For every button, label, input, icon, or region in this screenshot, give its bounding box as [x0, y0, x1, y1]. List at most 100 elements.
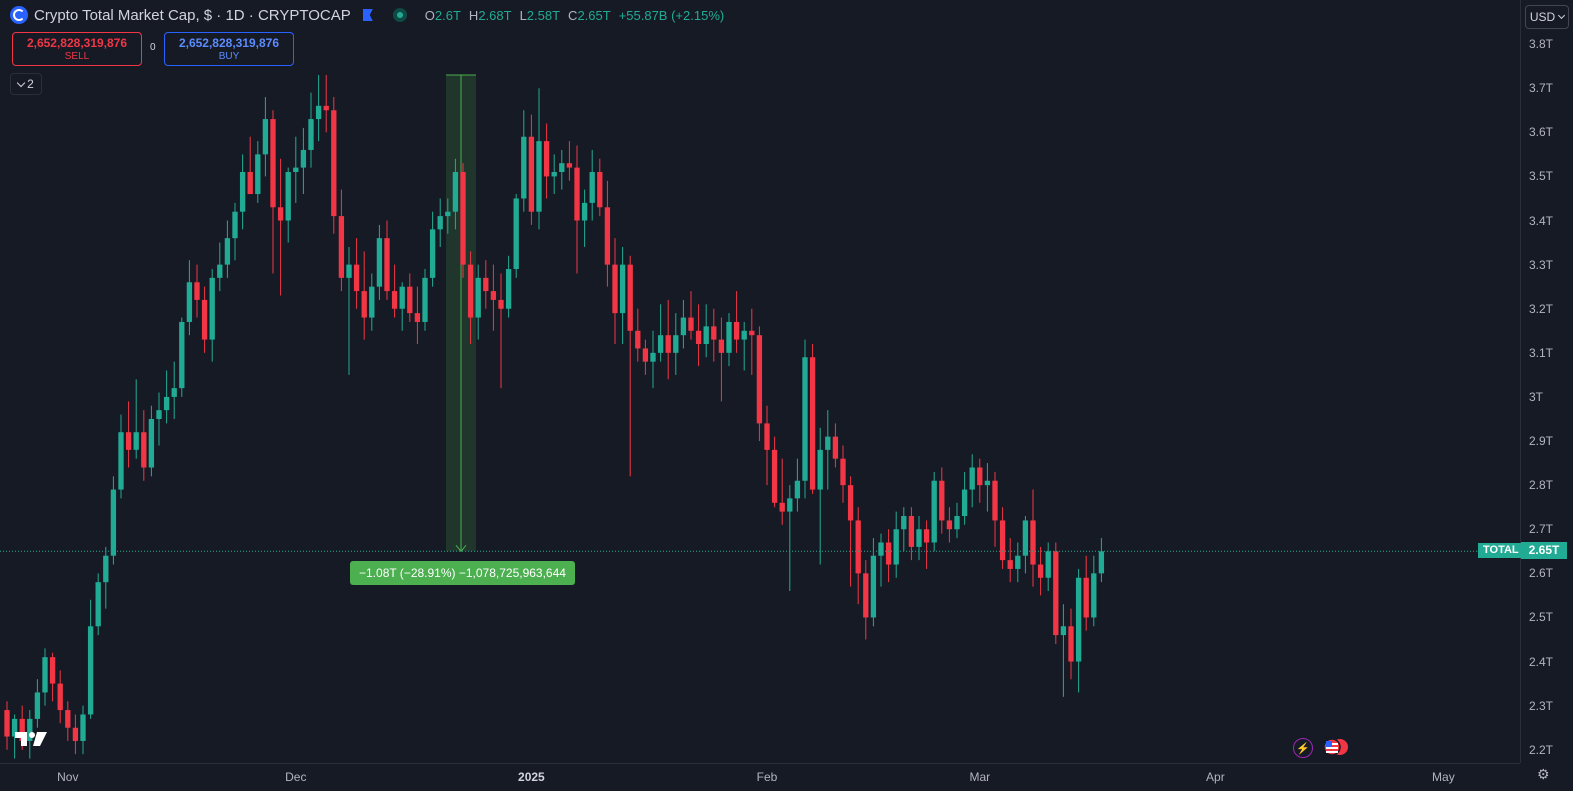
buy-button[interactable]: 2,652,828,319,876 BUY	[164, 32, 294, 66]
candle-body	[65, 710, 71, 728]
candle-body	[635, 330, 641, 349]
candle-body	[224, 238, 231, 265]
price-axis[interactable]: 3.8T 3.7T 3.6T 3.5T 3.4T 3.3T 3.2T 3.1T 3T 2.9T 2.…	[1520, 0, 1573, 763]
flag-icon[interactable]	[362, 9, 373, 21]
candle-body	[125, 432, 132, 450]
candle-body	[27, 718, 33, 741]
candle	[179, 317, 185, 397]
candle	[695, 304, 702, 367]
price-tick-label: 3.6T	[1529, 125, 1554, 140]
candle-body	[566, 163, 573, 168]
candle	[505, 255, 512, 318]
price-tick-label: 3.1T	[1529, 345, 1554, 360]
candle-body	[118, 432, 124, 490]
high-value: 2.68T	[478, 7, 512, 23]
candle	[581, 189, 588, 247]
candle-body	[878, 542, 884, 556]
crypto-icon	[10, 6, 28, 24]
candle-body	[255, 154, 261, 195]
candle	[521, 110, 527, 212]
candle	[961, 471, 968, 525]
market-status-icon[interactable]	[392, 8, 407, 22]
candle-body	[285, 172, 291, 221]
close-key: C	[568, 7, 578, 23]
candle	[1060, 604, 1067, 697]
candle	[1030, 489, 1036, 587]
candle-body	[802, 357, 808, 481]
lightning-icon[interactable]: ⚡	[1293, 738, 1313, 758]
open-value: 2.6T	[434, 7, 461, 23]
candle-body	[376, 238, 383, 287]
candle	[255, 141, 261, 203]
candle	[718, 317, 725, 402]
candlestick-chart[interactable]	[0, 0, 1520, 763]
price-tick-label: 3.4T	[1529, 213, 1554, 228]
candle	[331, 97, 337, 234]
candle-body	[239, 172, 246, 212]
candle	[232, 202, 238, 261]
candle	[369, 273, 375, 331]
candle	[163, 370, 170, 424]
candle	[794, 458, 801, 512]
candle	[1037, 546, 1044, 596]
candle	[194, 264, 200, 318]
tradingview-logo-icon[interactable]	[15, 730, 49, 748]
candle	[1083, 555, 1089, 631]
candle	[42, 648, 48, 706]
currency-select[interactable]: USD	[1525, 5, 1569, 29]
candle	[627, 255, 633, 477]
candle	[80, 705, 86, 755]
candle-body	[331, 110, 337, 217]
candle-body	[346, 264, 352, 278]
candle-body	[505, 269, 512, 309]
settings-gear-icon[interactable]: ⚙	[1537, 766, 1550, 782]
candle-body	[141, 432, 147, 468]
candle	[832, 423, 839, 468]
candle	[589, 149, 595, 221]
candle-body	[650, 352, 656, 362]
candle-body	[156, 410, 162, 419]
candle-body	[171, 388, 177, 397]
candle-body	[1022, 520, 1029, 556]
candle	[407, 273, 413, 322]
candle-body	[270, 119, 276, 208]
chevron-down-icon	[1558, 11, 1566, 20]
candle	[300, 127, 307, 195]
indicators-toggle-button[interactable]: 2	[10, 73, 42, 95]
candle-body	[1083, 577, 1089, 618]
candle-body	[369, 286, 375, 318]
candle-body	[103, 555, 109, 583]
sell-button[interactable]: 2,652,828,319,876 SELL	[12, 32, 142, 66]
time-tick-label: Dec	[285, 770, 307, 784]
candle	[893, 511, 899, 578]
candle	[483, 260, 489, 309]
candle	[612, 238, 618, 345]
price-tick-label: 2.8T	[1529, 478, 1554, 493]
candle-body	[19, 718, 25, 741]
candle-body	[338, 216, 345, 278]
candle	[1098, 538, 1105, 583]
symbol-title[interactable]: Crypto Total Market Cap, $ · 1D · CRYPTO…	[34, 6, 351, 24]
candle	[711, 308, 717, 362]
candle	[688, 291, 694, 340]
candle	[186, 260, 193, 336]
candle	[1068, 608, 1074, 680]
candle-body	[764, 423, 770, 450]
candle-body	[277, 207, 284, 221]
candle-body	[825, 436, 831, 450]
candle	[764, 405, 770, 486]
candle	[597, 158, 603, 217]
indicators-count: 2	[27, 77, 34, 91]
candle-body	[733, 321, 740, 340]
candle-body	[536, 141, 542, 212]
candle	[908, 507, 915, 561]
candle-body	[817, 449, 823, 490]
candle-body	[559, 163, 565, 173]
price-tick-label: 2.9T	[1529, 434, 1554, 449]
us-flag-icon[interactable]	[1322, 738, 1350, 756]
time-axis[interactable]: Nov Dec 2025 Feb Mar Apr May	[0, 763, 1520, 791]
candle-body	[809, 357, 816, 490]
candle-body	[475, 277, 481, 318]
candle-body	[870, 555, 877, 618]
candle	[308, 92, 314, 168]
